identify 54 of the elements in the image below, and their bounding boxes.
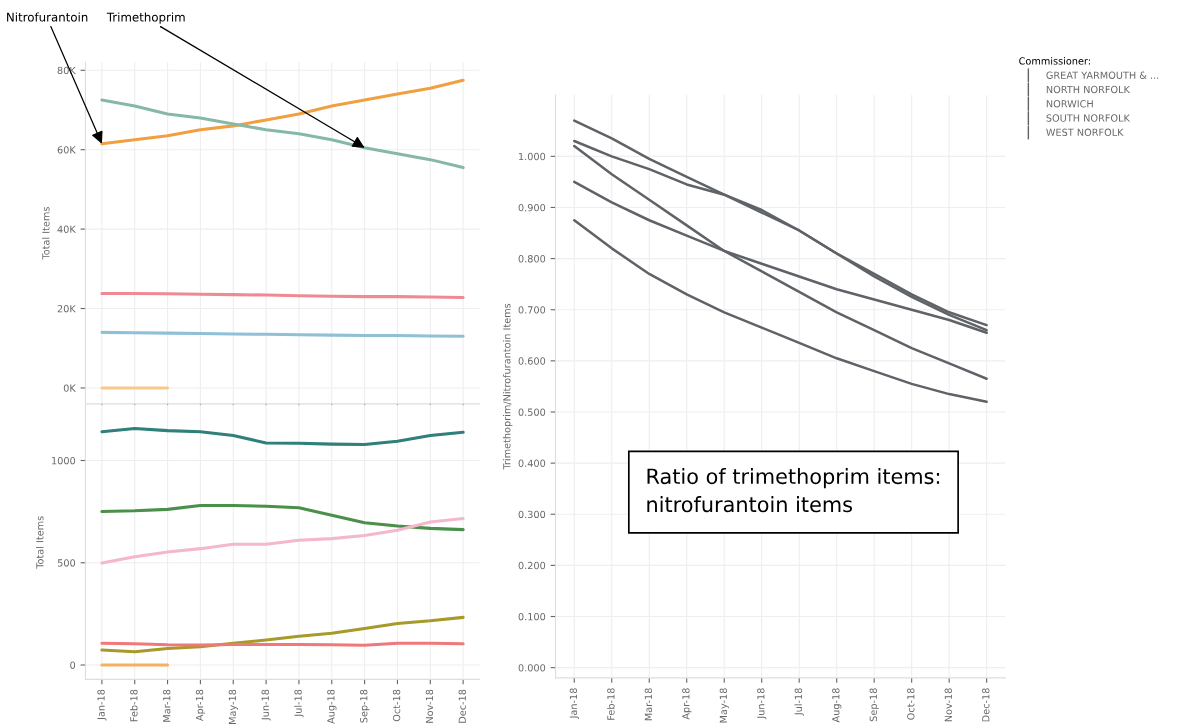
- x-tick-label: Nov-18: [425, 689, 434, 723]
- legend-title: Commissioner:: [1019, 57, 1090, 65]
- annotation: Nitrofurantoin: [7, 12, 88, 22]
- y-tick-label: 0.300: [518, 510, 546, 519]
- y-tick-label: 1000: [52, 456, 76, 465]
- legend-label: NORTH NORFOLK: [1046, 85, 1131, 94]
- x-tick-label: Oct-18: [907, 688, 915, 720]
- x-tick-label: Oct-18: [392, 689, 401, 722]
- legend-label: NORWICH: [1046, 100, 1093, 108]
- x-tick-label: Sep-18: [360, 689, 370, 723]
- legend-label: SOUTH NORFOLK: [1046, 114, 1131, 122]
- y-axis-title: Total Items: [42, 207, 50, 260]
- x-tick-label: Jan-18: [97, 689, 107, 721]
- y-tick-label: 500: [57, 559, 76, 567]
- x-tick-label: Mar-18: [644, 688, 653, 721]
- y-tick-label: 0.500: [518, 408, 546, 416]
- x-tick-label: Apr-18: [195, 689, 206, 722]
- x-tick-label: Mar-18: [163, 689, 171, 722]
- x-tick-label: Jul-18: [294, 689, 304, 718]
- y-axis-title: Total Items: [36, 516, 44, 569]
- annotation: Ratio of trimethoprim items: nitrofurantoin items: [647, 468, 940, 513]
- y-tick-label: 20K: [57, 305, 76, 313]
- y-tick-label: 0.200: [518, 561, 546, 570]
- x-tick-label: Jan-18: [569, 688, 579, 719]
- x-tick-label: Dec-18: [458, 689, 466, 723]
- x-tick-label: May-18: [719, 688, 729, 723]
- y-tick-label: 0.100: [518, 613, 546, 621]
- x-tick-label: Jun-18: [757, 688, 767, 720]
- y-axis-title: Trimethoprim/Nitrofurantoin Items: [503, 303, 513, 470]
- x-tick-label: Apr-18: [682, 688, 692, 720]
- y-tick-label: 0.700: [518, 306, 546, 314]
- y-tick-label: 0.600: [518, 357, 546, 365]
- y-tick-label: 0.000: [518, 664, 546, 672]
- legend-label: WEST NORFOLK: [1046, 128, 1124, 136]
- x-tick-label: Feb-18: [607, 688, 615, 720]
- x-tick-label: Aug-18: [327, 689, 337, 724]
- x-tick-label: Aug-18: [832, 688, 842, 723]
- x-tick-label: Sep-18: [869, 688, 879, 722]
- y-tick-label: 0.800: [518, 255, 546, 263]
- x-tick-label: May-18: [228, 689, 238, 724]
- y-tick-label: 0.400: [518, 459, 546, 467]
- annotation: Trimethoprim: [106, 12, 185, 24]
- x-tick-label: Nov-18: [944, 688, 952, 722]
- y-tick-label: 0.900: [518, 203, 546, 212]
- x-tick-label: Jun-18: [261, 689, 271, 721]
- y-tick-label: 1.000: [519, 152, 546, 161]
- y-tick-label: 60K: [57, 146, 76, 154]
- x-tick-label: Jul-18: [794, 688, 804, 716]
- x-tick-label: Feb-18: [130, 689, 138, 722]
- x-tick-label: Dec-18: [982, 688, 990, 722]
- y-tick-label: 0K: [63, 384, 76, 392]
- y-tick-label: 0: [70, 661, 76, 669]
- y-tick-label: 40K: [57, 225, 76, 233]
- legend-label: GREAT YARMOUTH & ...: [1046, 71, 1159, 79]
